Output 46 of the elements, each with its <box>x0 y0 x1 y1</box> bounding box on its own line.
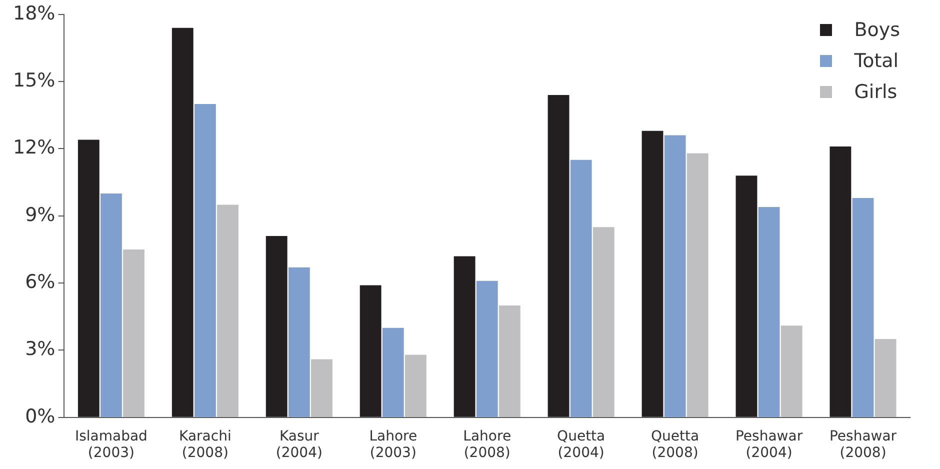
bar <box>194 104 216 417</box>
bar <box>498 305 520 417</box>
bar <box>172 28 194 417</box>
bar <box>288 267 310 417</box>
x-tick-label: Lahore (2008) <box>463 428 512 462</box>
y-tick-label: 15% <box>12 70 56 92</box>
bar <box>592 227 614 417</box>
y-tick-label: 9% <box>25 204 56 226</box>
y-tick-label: 6% <box>25 271 56 294</box>
x-tick-label: Quetta (2004) <box>557 428 606 462</box>
bar <box>852 198 874 417</box>
x-tick-label: Kasur (2004) <box>276 428 322 462</box>
bar <box>686 153 708 417</box>
y-tick-label: 18% <box>12 2 56 24</box>
bar <box>311 359 332 417</box>
legend-label: Boys <box>854 18 900 40</box>
x-tick-label: Karachi (2008) <box>179 428 232 462</box>
legend-label: Total <box>854 50 899 72</box>
bar <box>100 194 122 417</box>
y-tick-label: 0% <box>25 405 56 428</box>
bar <box>404 354 426 417</box>
bar <box>217 204 238 417</box>
bar <box>360 285 382 417</box>
x-tick-label: Lahore (2003) <box>369 428 418 462</box>
y-tick-label: 3% <box>25 338 56 360</box>
bar <box>123 249 144 417</box>
bar <box>476 280 498 417</box>
bar <box>874 339 896 417</box>
bar <box>830 146 852 417</box>
bar <box>382 328 404 417</box>
x-tick-label: Quetta (2008) <box>651 428 700 462</box>
bar <box>454 256 476 417</box>
bar <box>642 130 664 417</box>
x-tick-label: Peshawar (2008) <box>829 428 897 462</box>
bar <box>548 95 570 417</box>
bar <box>758 206 780 417</box>
legend-label: Girls <box>854 80 898 102</box>
bar <box>780 326 802 417</box>
bar <box>570 160 592 417</box>
bar <box>266 236 288 417</box>
x-tick-label: Islamabad (2003) <box>74 428 148 462</box>
x-tick-label: Peshawar (2004) <box>735 428 803 462</box>
bar <box>736 176 758 417</box>
y-tick-label: 12% <box>12 136 56 159</box>
bar <box>664 135 686 417</box>
bar <box>78 140 100 417</box>
